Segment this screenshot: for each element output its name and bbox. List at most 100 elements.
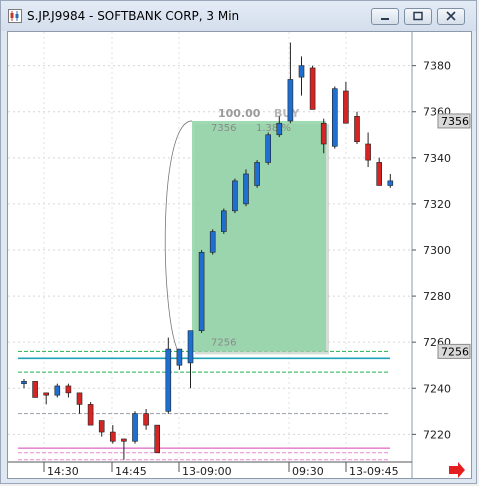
candle — [365, 132, 371, 168]
candle-body — [254, 162, 260, 186]
order-quantity-label: 100.00 — [218, 107, 261, 120]
candle — [154, 424, 160, 454]
candle-body — [87, 404, 94, 426]
restore-button[interactable] — [404, 8, 432, 25]
candle-body — [209, 231, 216, 253]
order-link-curve — [164, 120, 193, 352]
candle — [287, 42, 294, 124]
price-marker-box — [437, 113, 471, 129]
candle-body — [331, 88, 338, 147]
window-title: S.JP.J9984 - SOFTBANK CORP, 3 Min — [27, 9, 240, 23]
candle — [32, 381, 38, 398]
candle-body — [198, 252, 205, 331]
candle-body — [110, 431, 116, 442]
candle — [98, 420, 105, 437]
candle-body — [65, 385, 72, 394]
candle-body — [276, 122, 283, 136]
y-tick-label: 7320 — [423, 198, 451, 211]
candle-body — [343, 90, 349, 124]
candle-body — [320, 122, 327, 145]
candle-body — [243, 173, 249, 205]
minimize-button[interactable] — [371, 8, 399, 25]
price-markers: 7356 7256 — [437, 113, 471, 359]
price-marker-label: 7356 — [441, 115, 469, 128]
candle — [187, 330, 194, 389]
reference-lines — [18, 350, 390, 461]
candle-body — [165, 348, 172, 412]
order-percent-label: 1.38 % — [256, 123, 291, 134]
candle — [65, 383, 72, 398]
candle — [343, 81, 349, 124]
candle — [54, 383, 61, 398]
candle-body — [143, 413, 149, 426]
candle-body — [176, 348, 183, 366]
price-marker-box — [437, 343, 471, 359]
app-icon — [8, 9, 22, 23]
candle-body — [43, 392, 50, 396]
candle-body — [98, 420, 105, 433]
candle-body — [365, 143, 371, 161]
candles — [21, 42, 394, 460]
order-target-price-label: 7356 — [211, 123, 236, 134]
close-button[interactable] — [437, 8, 465, 25]
candle-body — [232, 180, 238, 212]
x-tick-label: 14:45 — [115, 465, 147, 478]
candle — [320, 118, 327, 154]
candle — [143, 409, 149, 430]
candle — [376, 157, 383, 186]
candle — [110, 425, 116, 444]
x-tick-label: 14:30 — [47, 465, 79, 478]
candle — [254, 160, 260, 188]
candle-body — [21, 381, 27, 384]
candle — [232, 178, 238, 214]
candle — [331, 86, 338, 149]
candle-body — [76, 392, 83, 405]
candle — [276, 116, 283, 138]
candle — [243, 169, 249, 207]
candle-body — [265, 134, 272, 163]
scroll-right-arrow[interactable] — [449, 462, 465, 478]
price-marker-label: 7256 — [441, 345, 469, 358]
close-icon — [446, 11, 456, 21]
order-entry-price-label: 7256 — [211, 337, 236, 348]
candle — [198, 250, 205, 333]
order-side-label: BUY — [274, 107, 300, 120]
candle — [165, 337, 172, 414]
candle — [43, 392, 50, 405]
x-axis: 14:30 14:45 13-09:00 09:30 13-09:45 — [8, 461, 412, 478]
arrow-right-icon[interactable] — [449, 462, 465, 478]
candle — [21, 379, 27, 389]
candle-body — [54, 385, 61, 396]
candle-body — [298, 65, 305, 78]
candle — [87, 402, 94, 426]
candle — [209, 229, 216, 255]
candle — [265, 132, 272, 165]
minimize-icon — [381, 18, 389, 20]
candle — [298, 56, 305, 96]
candle-body — [287, 79, 294, 122]
candle — [176, 348, 183, 370]
candle-body — [187, 330, 194, 364]
order-box[interactable]: 100.00 BUY 7356 1.38 % 7256 — [164, 107, 329, 355]
candle-body — [376, 162, 383, 186]
candle — [221, 208, 227, 234]
candle — [132, 411, 138, 444]
candle-body — [154, 424, 160, 454]
candle — [121, 438, 127, 460]
candle-body — [32, 381, 38, 398]
y-tick-label: 7280 — [423, 290, 451, 303]
restore-icon — [413, 11, 423, 21]
chart-area[interactable]: 100.00 BUY 7356 1.38 % 7256 7220 7240 7260 7280… — [7, 31, 472, 479]
y-tick-label: 7220 — [423, 428, 451, 441]
candle-body — [132, 413, 138, 442]
x-tick-label: 09:30 — [292, 465, 324, 478]
y-tick-label: 7380 — [423, 60, 451, 73]
candle-body — [387, 180, 394, 186]
x-tick-label: 13-09:00 — [182, 465, 232, 478]
candle — [76, 392, 83, 414]
y-tick-label: 7300 — [423, 244, 451, 257]
candle — [309, 65, 316, 110]
title-bar[interactable]: S.JP.J9984 - SOFTBANK CORP, 3 Min — [1, 1, 476, 31]
